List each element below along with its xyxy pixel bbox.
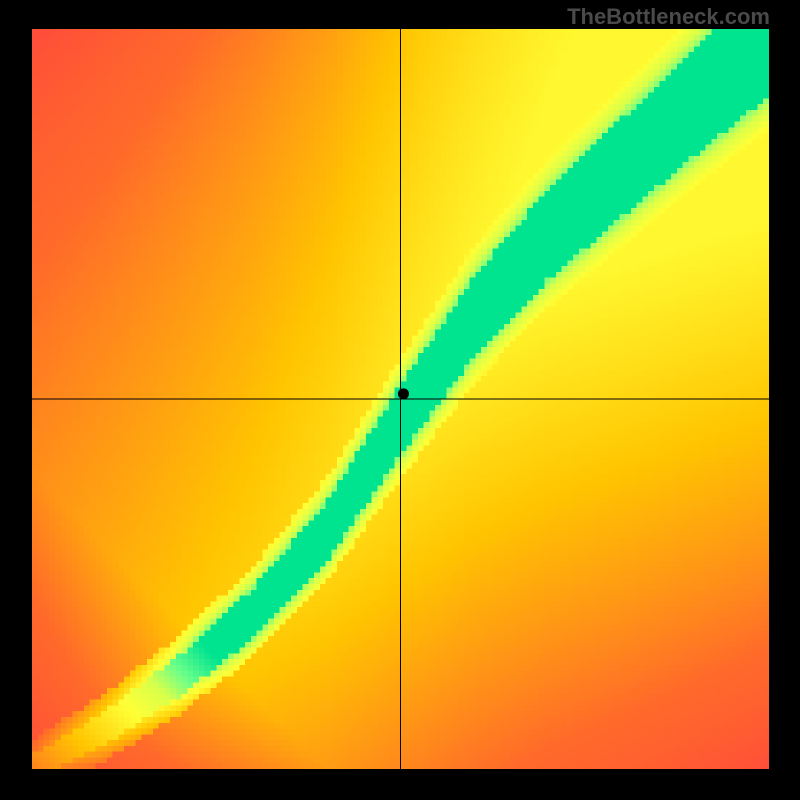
bottleneck-heatmap [32,29,769,769]
chart-container: TheBottleneck.com [0,0,800,800]
watermark-text: TheBottleneck.com [567,4,770,30]
